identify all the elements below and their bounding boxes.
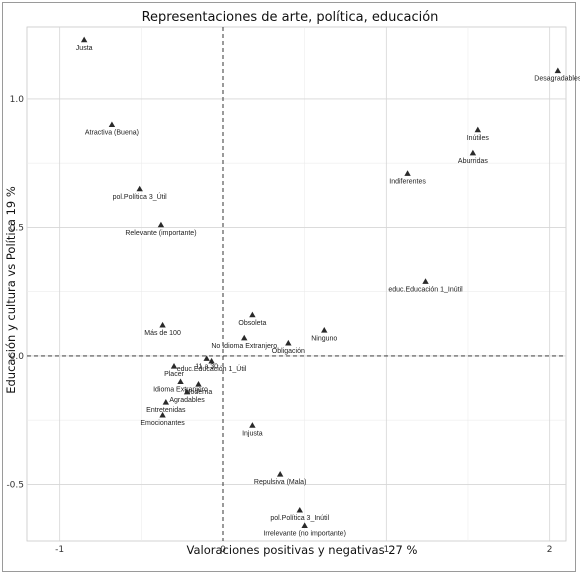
x-tick-label: 0 xyxy=(220,545,226,555)
triangle-marker xyxy=(208,357,215,364)
point-label: Aburridas xyxy=(458,158,488,165)
point-label: Más de 100 xyxy=(144,330,181,337)
point-label: Desagradables xyxy=(534,76,580,83)
point-label: Atractiva (Buena) xyxy=(85,130,139,137)
triangle-marker xyxy=(321,327,328,333)
point-label: Obsoleta xyxy=(238,320,266,327)
data-points: Justa Desagradables Atractiva (Buena) Inúti… xyxy=(76,36,580,538)
triangle-marker xyxy=(404,170,411,176)
plot-area xyxy=(26,26,567,542)
triangle-marker xyxy=(554,67,562,74)
chart-frame xyxy=(2,2,576,572)
y-axis-label: Educación y cultura vs Política 19 % xyxy=(4,186,18,394)
point-label: No Idioma Extranjero xyxy=(211,343,277,350)
y-tick-label: 0.0 xyxy=(10,352,25,362)
point-label: Idioma Extranjero xyxy=(153,387,208,394)
triangle-marker xyxy=(285,339,292,346)
point-label: Entretenidas xyxy=(146,407,186,414)
triangle-marker xyxy=(159,411,166,418)
x-axis-label: Valoraciones positivas y negativas 27 % xyxy=(187,543,418,557)
triangle-marker xyxy=(249,422,256,428)
triangle-marker xyxy=(469,149,477,156)
triangle-marker xyxy=(195,381,202,387)
triangle-marker xyxy=(170,363,178,369)
point-label: Justa xyxy=(76,45,93,52)
reference-lines xyxy=(27,27,566,541)
y-tick-label: 1.0 xyxy=(10,95,25,105)
point-label: pol.Política 3_Inútil xyxy=(270,515,329,522)
point-label: Injusta xyxy=(242,430,263,437)
y-tick-label: -0.5 xyxy=(6,480,24,490)
point-label: Inútiles xyxy=(467,135,490,142)
point-label: Placer xyxy=(164,371,185,378)
gridlines xyxy=(27,27,566,541)
point-label: Obligación xyxy=(272,348,305,355)
tick-labels: -1 0 1 2 -0.5 0.0 0.5 1.0 xyxy=(6,95,552,555)
point-label: educ.Educación 1_Útil xyxy=(177,364,247,373)
triangle-marker xyxy=(183,388,191,395)
triangle-marker xyxy=(249,311,256,318)
point-label: educ.Educación 1_Inútil xyxy=(388,286,463,293)
x-tick-label: -1 xyxy=(55,545,64,555)
triangle-marker xyxy=(157,221,165,228)
triangle-marker xyxy=(276,470,284,477)
point-label: Moderna xyxy=(185,389,213,396)
triangle-marker xyxy=(177,378,184,385)
chart-title: Representaciones de arte, política, educ… xyxy=(142,10,439,25)
point-label: 11 a 30 xyxy=(195,364,218,371)
point-label: Ninguno xyxy=(311,335,337,342)
triangle-marker xyxy=(203,355,210,361)
triangle-marker xyxy=(422,278,429,284)
triangle-marker xyxy=(136,185,143,192)
triangle-marker xyxy=(108,121,116,128)
point-label: Relevante (importante) xyxy=(125,230,196,237)
point-label: Indiferentes xyxy=(389,178,426,185)
triangle-marker xyxy=(80,36,88,43)
triangle-marker xyxy=(474,126,481,133)
x-tick-label: 2 xyxy=(547,545,553,555)
point-label: Emocionantes xyxy=(140,420,185,427)
triangle-marker xyxy=(241,334,248,341)
triangle-marker xyxy=(301,522,308,528)
point-label: Agradables xyxy=(169,397,205,404)
x-tick-label: 1 xyxy=(383,545,389,555)
triangle-marker xyxy=(296,506,303,513)
triangle-marker xyxy=(159,321,166,328)
y-tick-label: 0.5 xyxy=(10,223,24,233)
point-label: Irrelevante (no importante) xyxy=(263,531,345,538)
point-label: Repulsiva (Mala) xyxy=(254,479,307,486)
point-label: pol.Política 3_Útil xyxy=(113,192,168,201)
triangle-marker xyxy=(162,399,170,405)
